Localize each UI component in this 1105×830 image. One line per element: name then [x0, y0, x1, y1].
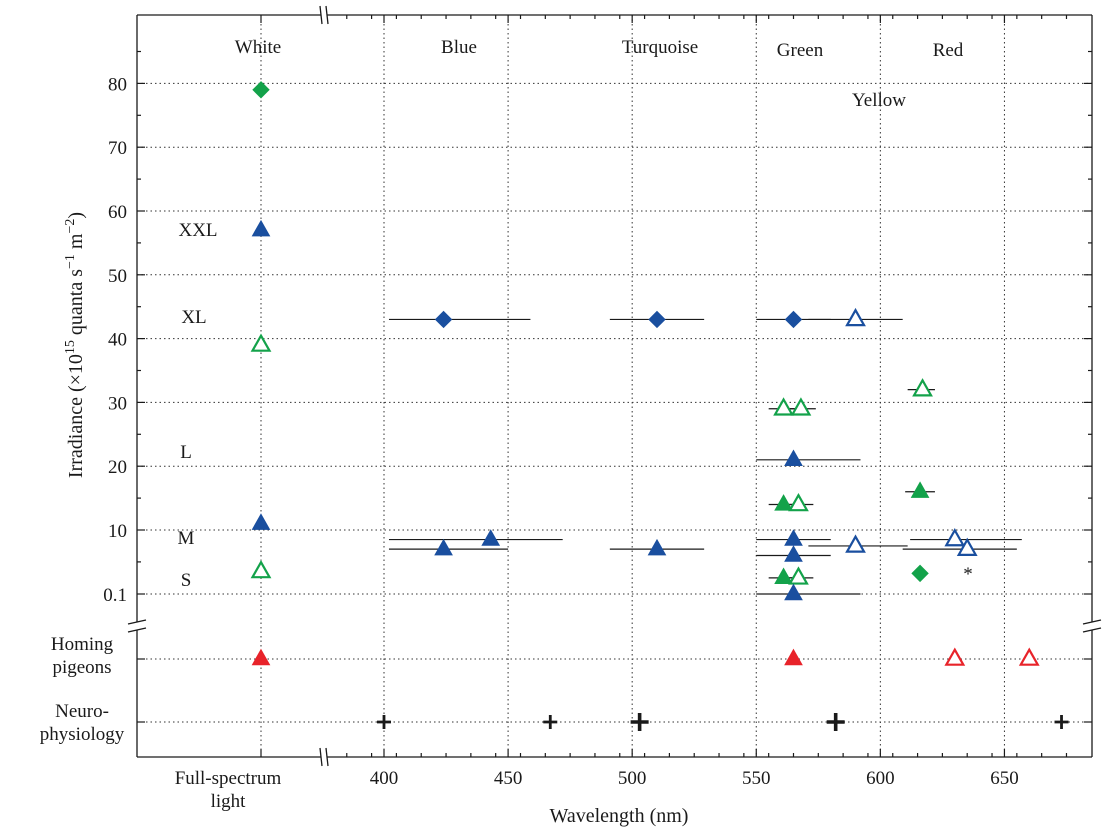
- axis-break-mark: [325, 5, 329, 25]
- x-tick-label: 600: [866, 768, 895, 789]
- colour-band-label: Turquoise: [622, 37, 698, 58]
- x-category-label: light: [211, 791, 247, 812]
- error-bars: [388, 318, 1022, 595]
- y-tick-label: 40: [108, 330, 127, 351]
- point-triangle-blue-filled: [784, 583, 803, 601]
- axes: [127, 5, 1102, 767]
- intensity-level-label: XXL: [178, 220, 217, 241]
- axis-break-mark: [127, 619, 147, 625]
- point-plus-neurophysiology: [543, 715, 558, 729]
- point-triangle-red-open: [944, 647, 966, 666]
- x-tick-label: 500: [618, 768, 647, 789]
- x-tick-label: 650: [990, 768, 1019, 789]
- point-diamond-blue-filled: [648, 310, 666, 329]
- point-triangle-blue-open: [845, 534, 866, 553]
- point-triangle-green-open: [912, 378, 933, 397]
- intensity-level-label: S: [181, 570, 192, 591]
- point-diamond-green-filled: [252, 81, 270, 99]
- colour-band-label: Green: [777, 40, 824, 61]
- y-tick-label: 60: [108, 202, 127, 223]
- point-triangle-blue-filled: [434, 538, 453, 556]
- point-triangle-green-open: [773, 397, 794, 416]
- x-tick-label: 400: [370, 768, 399, 789]
- x-axis-title: Wavelength (nm): [550, 805, 689, 827]
- point-plus-neurophysiology: [826, 713, 845, 731]
- colour-band-label: Blue: [441, 37, 477, 58]
- point-diamond-blue-filled: [784, 310, 803, 329]
- x-category-label: Full-spectrum: [175, 768, 282, 789]
- point-triangle-green-filled: [774, 494, 793, 511]
- point-triangle-blue-filled: [251, 513, 271, 530]
- intensity-level-label: M: [178, 528, 195, 549]
- axis-break-mark: [325, 747, 329, 767]
- y-axis-title: Irradiance (×1015 quanta s−1 m−2): [63, 212, 87, 478]
- y-tick-label: 0.1: [103, 585, 127, 606]
- point-triangle-blue-open: [944, 528, 966, 547]
- point-triangle-blue-filled: [784, 545, 803, 562]
- axis-break-mark: [319, 5, 323, 25]
- point-triangle-blue-filled: [251, 219, 271, 237]
- point-triangle-blue-open: [956, 537, 978, 556]
- point-triangle-green-open: [790, 397, 812, 416]
- colour-band-label: Yellow: [852, 90, 906, 111]
- point-triangle-green-open: [250, 559, 272, 579]
- row-label-neurophysiology: Neuro-: [55, 701, 109, 722]
- point-triangle-green-open: [788, 566, 809, 585]
- annotation-asterisk: *: [963, 564, 973, 585]
- point-triangle-red-filled: [251, 648, 271, 666]
- axis-break-mark: [319, 747, 323, 767]
- y-tick-label: 80: [108, 74, 127, 95]
- labels: 0.1 10 20 30 40 50 60 70 80 400 450 500 550 600 650 Ful…: [40, 37, 1019, 827]
- point-triangle-green-filled: [910, 481, 930, 498]
- x-tick-label: 550: [742, 768, 771, 789]
- colour-band-label: Red: [933, 40, 964, 61]
- y-tick-label: 10: [108, 521, 127, 542]
- intensity-level-label: XL: [181, 307, 206, 328]
- axis-break-mark: [1082, 619, 1102, 625]
- point-plus-neurophysiology: [377, 715, 391, 729]
- point-triangle-red-filled: [784, 648, 803, 666]
- colour-band-label: White: [235, 37, 281, 58]
- x-tick-label: 450: [494, 768, 523, 789]
- row-label-neurophysiology: physiology: [40, 724, 125, 745]
- row-label-homing-pigeons: pigeons: [52, 657, 111, 678]
- point-plus-neurophysiology: [1054, 715, 1069, 729]
- point-plus-neurophysiology: [630, 713, 649, 731]
- axis-break-mark: [127, 627, 147, 633]
- y-tick-label: 30: [108, 393, 127, 414]
- y-tick-label: 70: [108, 138, 127, 159]
- y-tick-label: 20: [108, 457, 127, 478]
- row-label-homing-pigeons: Homing: [51, 634, 114, 655]
- point-triangle-red-open: [1018, 647, 1040, 666]
- grid-lines: [137, 15, 1092, 757]
- point-triangle-blue-filled: [647, 538, 667, 556]
- intensity-level-label: L: [180, 442, 192, 463]
- point-triangle-blue-open: [845, 307, 866, 327]
- data-points: [250, 81, 1069, 731]
- y-tick-label: 50: [108, 266, 127, 287]
- axis-break-mark: [1082, 627, 1102, 633]
- point-triangle-green-filled: [774, 567, 793, 585]
- point-diamond-green-filled: [911, 564, 929, 583]
- point-triangle-green-open: [788, 492, 809, 512]
- point-triangle-blue-filled: [784, 529, 803, 546]
- point-triangle-green-open: [250, 333, 272, 352]
- point-diamond-blue-filled: [434, 310, 453, 329]
- point-triangle-blue-filled: [481, 529, 501, 546]
- point-triangle-blue-filled: [784, 449, 803, 467]
